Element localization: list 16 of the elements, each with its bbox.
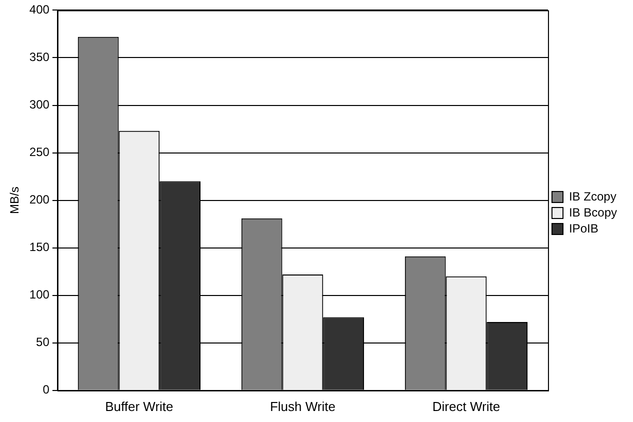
y-tick-label: 200 <box>29 192 50 207</box>
x-tick-label: Flush Write <box>270 398 336 414</box>
y-axis-title: MB/s <box>8 186 22 214</box>
y-tick-label: 300 <box>29 98 50 112</box>
legend-label: IB Bcopy <box>568 205 618 220</box>
y-tick-label: 0 <box>42 382 50 397</box>
legend-label: IB Zcopy <box>568 189 616 204</box>
y-tick-label: 250 <box>29 145 50 160</box>
x-tick-label: Direct Write <box>432 398 500 414</box>
y-tick-label: 50 <box>36 335 50 350</box>
y-tick-label: 400 <box>29 2 50 17</box>
legend-label: IPoIB <box>568 221 598 236</box>
x-tick-label: Buffer Write <box>105 398 174 414</box>
y-tick-label: 100 <box>29 288 50 302</box>
y-tick-label: 350 <box>29 50 50 64</box>
y-tick-label: 150 <box>29 240 50 254</box>
